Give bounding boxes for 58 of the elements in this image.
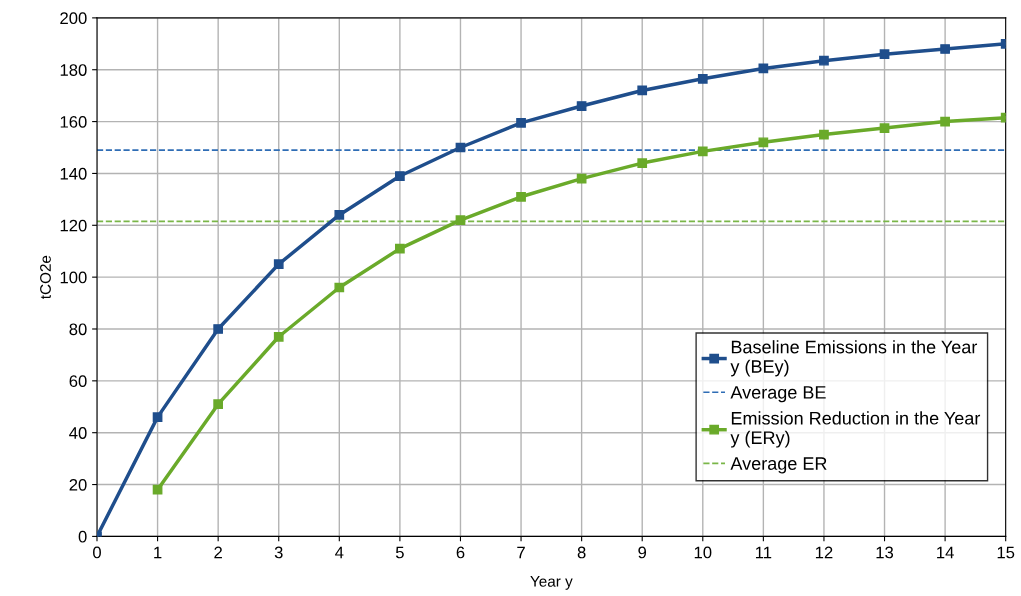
y-axis-title: tCO2e: [40, 255, 51, 299]
y-tick-label: 200: [60, 12, 87, 25]
point: [637, 158, 648, 168]
x-tick-label: 0: [93, 546, 101, 559]
y-tick-label: 80: [69, 323, 87, 336]
point: [576, 101, 587, 111]
point: [637, 85, 648, 96]
legend-label: Baseline Emissions in the Year y (BEy): [730, 340, 978, 377]
point: [697, 146, 708, 157]
x-tick-label: 9: [638, 546, 647, 559]
point: [819, 55, 829, 66]
point: [516, 118, 526, 128]
point: [213, 324, 224, 334]
x-axis-title: Year y: [530, 576, 573, 590]
y-tick-label: 0: [78, 530, 87, 543]
point: [697, 73, 708, 84]
point: [940, 44, 950, 54]
legend-label: Average BE: [730, 386, 826, 403]
y-tick-label: 140: [60, 167, 87, 180]
y-tick-label: 60: [69, 375, 87, 388]
point: [455, 215, 466, 225]
point: [152, 484, 163, 495]
legend-label: Average ER: [730, 457, 827, 474]
point: [758, 137, 769, 148]
legend-label: Emission Reduction in the Year y (ERy): [730, 411, 981, 448]
x-tick-label: 3: [274, 546, 283, 559]
x-tick-label: 8: [577, 546, 586, 559]
y-tick-label: 20: [69, 478, 87, 491]
y-tick-label: 180: [60, 64, 87, 76]
x-tick-label: 2: [214, 546, 222, 559]
point: [879, 123, 890, 133]
point: [516, 191, 526, 202]
x-tick-label: 13: [876, 546, 894, 559]
y-tick-label: 120: [60, 219, 87, 232]
x-tick-label: 6: [456, 546, 465, 559]
point: [879, 49, 890, 60]
x-tick-label: 4: [335, 546, 344, 559]
point: [940, 116, 950, 127]
x-tick-label: 5: [395, 546, 404, 559]
point: [334, 210, 345, 220]
x-tick-label: 12: [815, 546, 833, 559]
point: [273, 259, 284, 270]
y-tick-label: 40: [69, 427, 87, 439]
x-tick-label: 10: [694, 546, 712, 559]
y-tick-label: 160: [60, 115, 87, 128]
point: [395, 243, 405, 254]
y-tick-label: 100: [60, 271, 87, 284]
point: [152, 412, 163, 423]
x-tick-label: 15: [997, 546, 1015, 559]
point: [819, 129, 829, 140]
point: [395, 171, 405, 181]
x-tick-label: 7: [517, 546, 525, 559]
point: [273, 331, 284, 342]
x-tick-label: 14: [937, 546, 954, 559]
point: [334, 282, 345, 293]
point: [213, 399, 224, 410]
x-tick-label: 11: [755, 546, 772, 559]
x-tick-label: 1: [154, 546, 162, 559]
